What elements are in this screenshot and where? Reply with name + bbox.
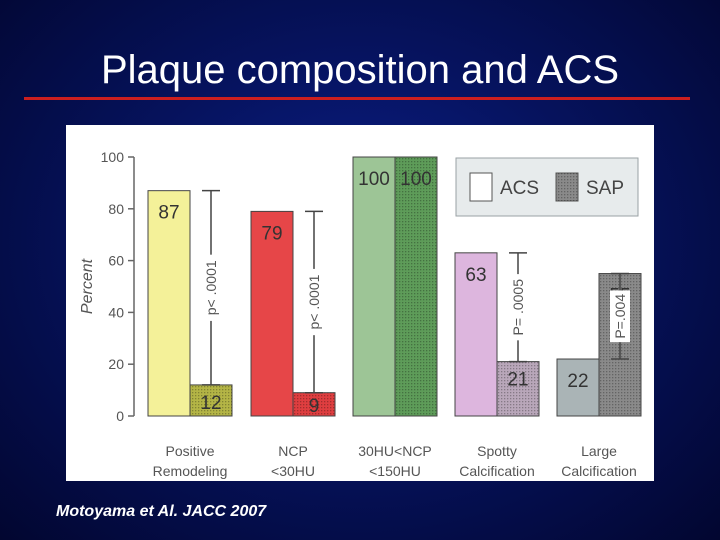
y-tick-label: 20 — [108, 356, 124, 372]
legend-label-acs: ACS — [500, 178, 539, 199]
y-tick-label: 40 — [108, 304, 124, 320]
p-value-backdrop — [201, 254, 221, 321]
bar-sap-texture — [190, 384, 232, 416]
value-label-acs: 22 — [567, 371, 588, 392]
y-tick-label: 60 — [108, 253, 124, 269]
bar-chart: 0 20 40 60 80 100 Percent Positive Remodeling NCP… — [79, 149, 642, 479]
value-label-sap: 100 — [400, 169, 432, 190]
p-value-backdrop — [304, 268, 324, 336]
slide-title: Plaque composition and ACS — [100, 48, 620, 92]
chart-panel: 0 20 40 60 80 100 Percent Positive Remodeling NCP… — [66, 125, 654, 481]
bar-acs — [454, 252, 498, 417]
y-axis-label: Percent — [79, 258, 96, 314]
bar-acs — [556, 358, 600, 417]
category-label: Large — [581, 443, 617, 459]
p-value-label: P= .0005 — [510, 279, 526, 336]
title-divider — [24, 97, 690, 100]
bar-sap-texture — [395, 157, 437, 416]
category-label: Calcification — [459, 463, 534, 479]
y-tick-label: 0 — [116, 408, 124, 424]
category-label: Remodeling — [153, 463, 228, 479]
bar-sap-texture — [293, 392, 335, 416]
legend-label-sap: SAP — [586, 178, 624, 199]
legend-swatch-acs — [469, 172, 493, 202]
y-tick-label: 100 — [101, 149, 125, 165]
category-label: Spotty — [477, 443, 517, 459]
value-label-acs: 100 — [358, 169, 390, 190]
bar-sap-texture — [497, 361, 539, 416]
p-value-backdrop — [508, 274, 528, 341]
y-tick-label: 80 — [108, 201, 124, 217]
value-label-acs: 79 — [261, 223, 282, 244]
value-label-sap: 9 — [309, 396, 320, 417]
category-label: <150HU — [369, 463, 421, 479]
value-label-acs: 63 — [465, 265, 486, 286]
bar-acs — [250, 210, 294, 417]
category-label: <30HU — [271, 463, 315, 479]
category-label: Positive — [165, 443, 214, 459]
p-value-label: p< .0001 — [306, 274, 322, 329]
value-label-sap: 12 — [200, 393, 221, 414]
legend-swatch-sap — [556, 173, 578, 201]
p-value-backdrop — [610, 290, 630, 343]
category-label: NCP — [278, 443, 308, 459]
value-label-sap: 21 — [507, 370, 528, 391]
citation: Motoyama et Al. JACC 2007 — [56, 503, 267, 520]
bar-acs — [352, 156, 396, 417]
bar-acs — [147, 190, 191, 417]
p-value-label: P=.004 — [612, 294, 628, 339]
category-label: Calcification — [561, 463, 636, 479]
value-label-acs: 87 — [158, 203, 179, 224]
category-label: 30HU<NCP — [358, 443, 432, 459]
p-value-label: p< .0001 — [203, 260, 219, 315]
